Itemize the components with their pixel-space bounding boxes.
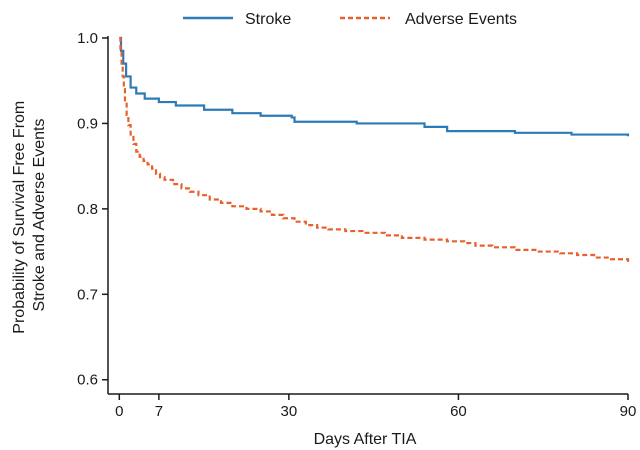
y-axis-title-line-2: Stroke and Adverse Events <box>31 119 48 312</box>
legend: Stroke Adverse Events <box>183 11 517 28</box>
x-axis-title: Days After TIA <box>314 431 417 448</box>
y-tick-label: 0.7 <box>77 286 98 303</box>
series-line-stroke <box>119 36 630 137</box>
y-axis-title-line-1: Probability of Survival Free From <box>11 101 28 334</box>
axes: 0.6 0.7 0.8 0.9 1.0 0 7 30 60 90 <box>77 30 636 420</box>
plot-area <box>119 36 630 262</box>
y-tick-label: 0.9 <box>77 115 98 132</box>
y-axis-title: Probability of Survival Free From Stroke… <box>11 96 48 333</box>
x-tick-label: 0 <box>115 403 123 420</box>
legend-label-adverse-events: Adverse Events <box>405 11 517 28</box>
x-tick-label: 30 <box>281 403 298 420</box>
y-tick-label: 1.0 <box>77 30 98 47</box>
x-tick-label: 90 <box>620 403 637 420</box>
legend-label-stroke: Stroke <box>245 11 291 28</box>
x-tick-label: 60 <box>450 403 467 420</box>
series-line-adverse-events <box>119 36 630 262</box>
y-tick-label: 0.8 <box>77 201 98 218</box>
y-tick-label: 0.6 <box>77 372 98 389</box>
x-tick-label: 7 <box>155 403 163 420</box>
